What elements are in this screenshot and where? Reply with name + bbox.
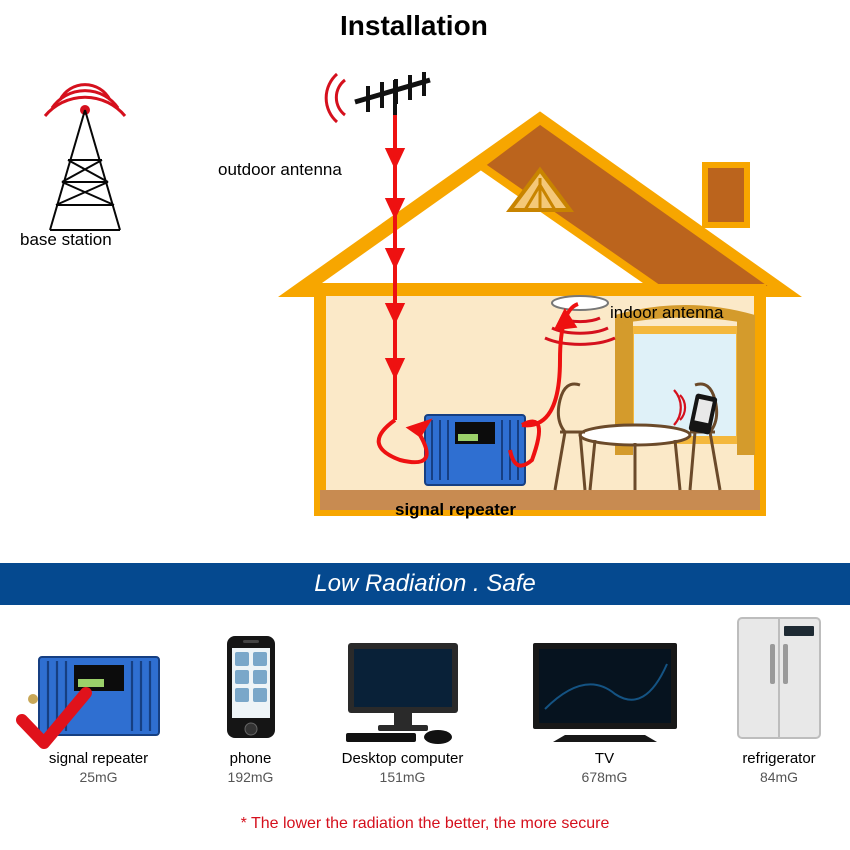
comparison-row: signal repeater 25mG phone 192mG Desktop… [0, 615, 850, 785]
item-fridge: refrigerator 84mG [732, 616, 827, 785]
item-value: 25mG [79, 769, 117, 785]
item-value: 678mG [582, 769, 628, 785]
page-title: Installation [340, 10, 488, 42]
footnote-star: * [241, 815, 247, 832]
indoor-antenna-label: indoor antenna [610, 303, 723, 323]
item-value: 84mG [760, 769, 798, 785]
item-tv: TV 678mG [525, 639, 685, 785]
item-label: phone [230, 750, 272, 767]
house-diagram [260, 60, 820, 550]
item-label: TV [595, 750, 614, 767]
outdoor-antenna-icon [355, 72, 430, 155]
safety-banner: Low Radiation . Safe [0, 563, 850, 605]
outdoor-antenna-label: outdoor antenna [218, 160, 342, 180]
desktop-icon [328, 639, 478, 744]
item-phone: phone 192mG [221, 634, 281, 785]
item-value: 192mG [228, 769, 274, 785]
fridge-icon [732, 616, 827, 744]
phone-icon [221, 634, 281, 744]
item-desktop: Desktop computer 151mG [328, 639, 478, 785]
tv-icon [525, 639, 685, 744]
check-icon [14, 685, 94, 755]
item-value: 151mG [380, 769, 426, 785]
item-label: refrigerator [742, 750, 815, 767]
item-label: Desktop computer [342, 750, 464, 767]
footnote: * The lower the radiation the better, th… [0, 815, 850, 833]
item-repeater: signal repeater 25mG [24, 649, 174, 785]
signal-repeater-label: signal repeater [395, 500, 516, 520]
base-station-icon [20, 70, 140, 240]
base-station-label: base station [20, 230, 112, 250]
footnote-text: The lower the radiation the better, the … [251, 815, 609, 832]
